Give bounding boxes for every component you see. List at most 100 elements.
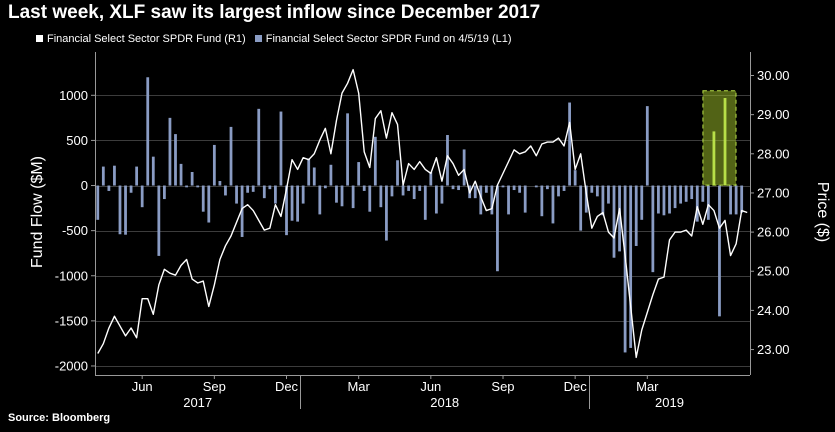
x-tick-label: Mar: [636, 379, 659, 394]
flow-bar: [235, 185, 238, 204]
highlighted-flow-bar: [723, 98, 727, 186]
flow-bar: [623, 185, 627, 353]
flow-bar: [146, 77, 150, 186]
flow-bar: [212, 144, 216, 186]
flow-bar: [562, 185, 566, 191]
flow-bar: [140, 185, 144, 208]
flow-bar: [135, 166, 139, 186]
flow-bar: [296, 185, 299, 222]
flow-bar: [451, 185, 455, 190]
x-tick-label: Jun: [420, 379, 441, 394]
right-tick-label: 24.00: [757, 303, 790, 318]
flow-bar: [335, 185, 338, 203]
flow-bar: [645, 106, 649, 186]
flow-bar: [579, 185, 583, 231]
legend-label-price: Financial Select Sector SPDR Fund (R1): [47, 33, 246, 45]
flow-bar: [557, 185, 560, 197]
price-line: [97, 68, 748, 359]
flow-bar: [218, 181, 222, 186]
left-axis-label: Fund Flow ($M): [29, 156, 46, 268]
flow-bar: [512, 185, 516, 191]
flow-bar: [229, 126, 233, 186]
flow-bar: [196, 185, 200, 188]
right-axis-ticks: 30.00 29.00 28.00 27.00 26.00 25.00 24.00 23.00: [750, 68, 790, 357]
right-tick-label: 26.00: [757, 225, 790, 240]
flow-bar: [690, 185, 694, 200]
legend-label-flow: Financial Select Sector SPDR Fund on 4/5…: [265, 33, 512, 45]
legend-item-price: Financial Select Sector SPDR Fund (R1): [36, 33, 246, 45]
x-tick-label: Jun: [132, 379, 153, 394]
flow-bar: [340, 185, 344, 207]
left-tick-label: 0: [81, 178, 88, 193]
flow-bar: [651, 185, 655, 273]
flow-bar: [318, 185, 322, 215]
flow-bar: [224, 185, 227, 196]
flow-bar: [362, 185, 366, 191]
legend-swatch-price: [36, 35, 43, 42]
flow-bar: [479, 185, 483, 215]
x-year-label: 2019: [655, 395, 684, 410]
left-tick-label: 500: [66, 133, 88, 148]
flow-bar: [207, 185, 211, 223]
flow-bar: [668, 185, 671, 214]
x-axis-ticks: Jun Sep Dec Mar Jun Sep Dec Mar 2017 2018 2019: [132, 375, 684, 410]
flow-bar: [729, 185, 732, 215]
flow-bar: [101, 166, 105, 186]
flow-bar: [274, 185, 277, 204]
right-axis-label: Price ($): [814, 182, 831, 242]
flow-bar: [457, 185, 460, 191]
flow-bar: [662, 185, 666, 216]
flow-bar: [634, 185, 638, 246]
right-tick-label: 25.00: [757, 264, 790, 279]
flow-bar: [118, 185, 122, 235]
flow-bar: [695, 185, 699, 222]
flow-bar: [484, 185, 488, 193]
flow-bar: [612, 185, 616, 258]
right-tick-label: 30.00: [757, 68, 790, 83]
x-tick-label: Dec: [275, 379, 299, 394]
flow-bar: [179, 163, 183, 186]
flow-bars: [96, 77, 744, 353]
flow-bar: [151, 156, 155, 186]
flow-bar: [546, 185, 549, 190]
flow-bar: [590, 185, 594, 193]
flow-bar: [257, 108, 261, 186]
right-tick-label: 23.00: [757, 342, 790, 357]
left-tick-label: -500: [62, 223, 88, 238]
plot-area: [95, 52, 750, 408]
flow-bar: [373, 136, 377, 186]
flow-bar: [473, 185, 477, 199]
flow-bar: [157, 185, 161, 256]
legend: Financial Select Sector SPDR Fund (R1) F…: [36, 33, 518, 45]
flow-bar: [551, 185, 555, 224]
flow-bar: [163, 185, 166, 200]
flow-bar: [601, 185, 605, 216]
flow-bar: [629, 185, 633, 348]
flow-bar: [490, 185, 494, 215]
flow-bar: [518, 185, 522, 193]
flow-bar: [429, 172, 433, 186]
flow-bar: [412, 185, 416, 200]
flow-bar: [584, 185, 588, 213]
flow-bar: [246, 185, 250, 193]
gridlines: [95, 95, 750, 367]
flow-bar: [462, 149, 466, 186]
flow-bar: [568, 102, 571, 186]
flow-bar: [446, 135, 449, 186]
flow-bar: [96, 185, 100, 220]
left-tick-label: 1000: [59, 88, 88, 103]
source-note: Source: Bloomberg: [8, 412, 111, 424]
flow-bar: [301, 185, 305, 204]
flow-bar: [718, 185, 721, 317]
flow-bar: [501, 185, 505, 188]
right-tick-label: 28.00: [757, 146, 790, 161]
flow-bar: [407, 185, 411, 191]
flow-bar: [657, 185, 660, 214]
flow-bar: [307, 158, 311, 186]
left-axis-ticks: 1000 500 0 -500 -1000 -1500 -2000: [55, 88, 95, 373]
flow-bar: [618, 185, 621, 252]
flow-bar: [290, 185, 294, 221]
flow-bar: [113, 165, 116, 186]
flow-bar: [573, 170, 577, 186]
